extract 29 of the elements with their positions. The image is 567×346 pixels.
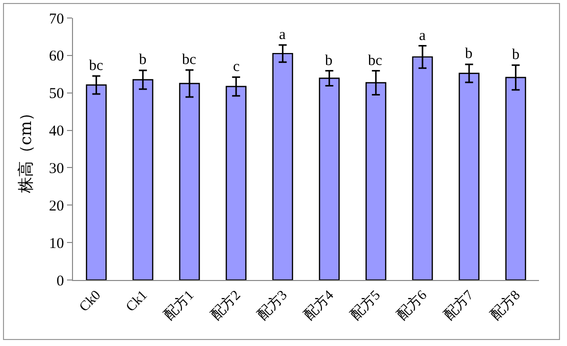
y-tick-label: 40 xyxy=(49,124,64,140)
y-tick-label: 20 xyxy=(49,198,64,214)
x-tick-label: 配方5 xyxy=(348,287,384,324)
y-tick-label: 50 xyxy=(49,86,64,102)
annotation: b xyxy=(512,47,520,63)
x-tick-label: 配方4 xyxy=(301,287,338,324)
x-tick-label: 配方6 xyxy=(394,287,430,324)
x-tick-label: 配方1 xyxy=(161,287,198,324)
annotation: bc xyxy=(368,53,382,69)
y-tick-label: 70 xyxy=(49,11,64,28)
y-tick-label: 10 xyxy=(49,236,64,252)
x-tick-label: 配方8 xyxy=(487,287,524,324)
annotation: c xyxy=(233,59,240,75)
annotation: a xyxy=(279,27,286,43)
x-tick-label: 配方7 xyxy=(440,287,477,324)
x-tick-label: Ck1 xyxy=(124,288,151,316)
y-tick-label: 30 xyxy=(49,160,64,177)
annotation: b xyxy=(465,46,472,62)
y-tick-label: 60 xyxy=(49,48,64,65)
annotation: bc xyxy=(89,58,104,74)
x-tick-label: 配方3 xyxy=(254,287,290,324)
annotation: bc xyxy=(182,52,196,68)
annotation: a xyxy=(419,28,426,44)
y-tick-label: 0 xyxy=(56,273,64,290)
annotation: b xyxy=(139,52,146,68)
annotation: b xyxy=(325,53,332,69)
x-tick-label: 配方2 xyxy=(208,287,244,324)
y-axis-title: 株高（cm） xyxy=(16,104,35,194)
x-tick-label: Ck0 xyxy=(76,288,104,316)
